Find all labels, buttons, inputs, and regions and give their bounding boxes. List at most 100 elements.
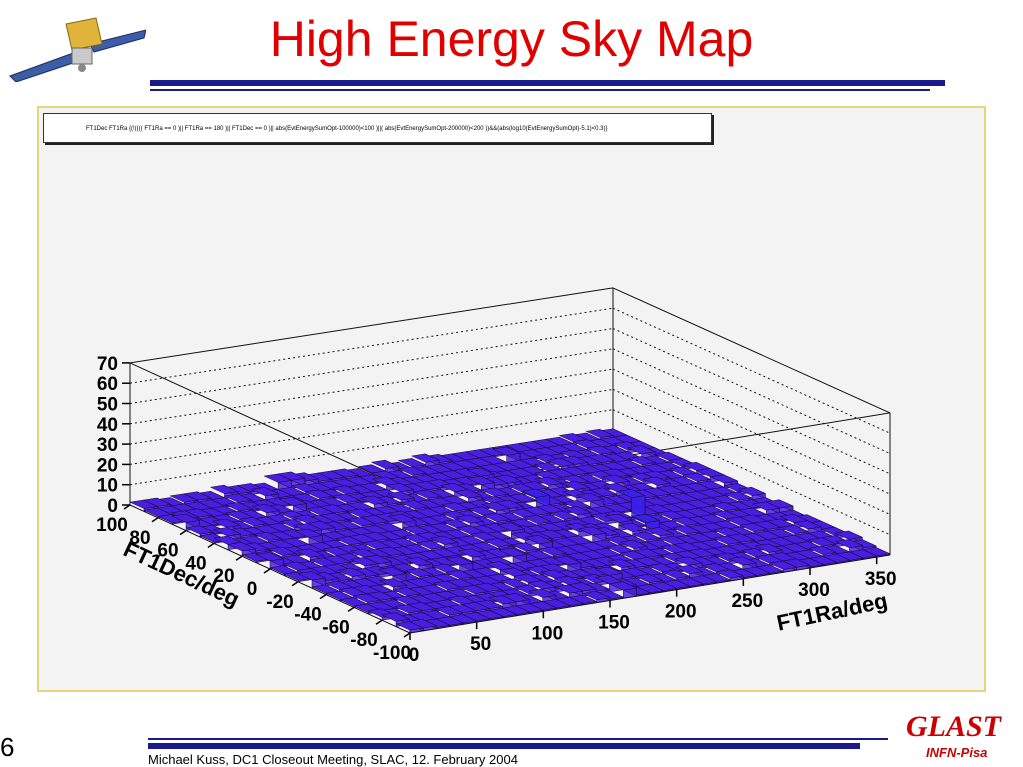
bar-top xyxy=(626,445,656,455)
y-tick-label: 80 xyxy=(129,528,150,549)
bar-top xyxy=(466,476,496,485)
bar-top xyxy=(808,545,837,555)
z-tick-label: 60 xyxy=(97,374,118,395)
gridline xyxy=(612,368,891,495)
bar-top xyxy=(562,506,592,516)
bar-top xyxy=(429,535,459,545)
plot-gridlines xyxy=(129,307,891,536)
bar-top xyxy=(642,476,672,486)
bar-top xyxy=(378,578,408,588)
bar-top xyxy=(400,500,430,510)
bar-top xyxy=(671,525,701,535)
bar-top xyxy=(455,514,485,524)
y-tick-label: -100 xyxy=(373,643,411,664)
bar-top xyxy=(627,456,657,465)
bar-top xyxy=(631,513,661,523)
bar-top xyxy=(498,547,528,557)
bar-top xyxy=(561,480,591,490)
bar-top xyxy=(711,502,740,511)
title-rule-thin xyxy=(150,89,930,91)
gridline xyxy=(129,368,614,445)
bar-top xyxy=(238,516,268,526)
bar-top xyxy=(370,459,400,469)
plot-bars xyxy=(129,428,891,634)
footer-rule-thick xyxy=(148,743,860,749)
bar-top xyxy=(349,557,380,567)
bar-top xyxy=(404,567,434,578)
bar-top xyxy=(723,491,753,501)
gridline xyxy=(129,307,614,384)
y-tick-mark xyxy=(179,529,187,536)
gridline xyxy=(612,307,891,434)
page-number: 6 xyxy=(0,732,15,762)
title-rule-thick xyxy=(150,80,945,86)
glast-logo: GLAST xyxy=(906,710,1002,743)
bar-top xyxy=(634,573,664,583)
y-tick-label: 20 xyxy=(213,566,234,587)
gridline xyxy=(129,409,614,486)
y-tick-label: -20 xyxy=(266,592,293,613)
bar-top xyxy=(645,527,675,537)
bar-top xyxy=(713,535,743,545)
bar-top xyxy=(410,453,440,463)
bar-top xyxy=(585,428,615,438)
bar-top xyxy=(337,567,367,577)
y-tick-mark xyxy=(207,542,215,549)
y-tick-mark xyxy=(235,555,243,561)
bar-top xyxy=(377,566,408,577)
bar-top xyxy=(212,527,242,537)
bar-top xyxy=(267,546,297,556)
bar-top xyxy=(457,548,487,558)
bar-top xyxy=(619,539,649,549)
x-tick-label: 250 xyxy=(731,591,763,612)
satellite-logo xyxy=(6,4,146,82)
bar-top xyxy=(387,513,417,523)
bar-top xyxy=(487,595,517,605)
bar-top xyxy=(295,548,325,558)
bar-top xyxy=(185,525,215,535)
bar-top xyxy=(754,543,784,553)
bar-top xyxy=(331,485,361,495)
y-tick-label: 60 xyxy=(157,541,178,562)
y-tick-mark xyxy=(403,632,411,638)
bar-top xyxy=(397,466,428,476)
bar-top xyxy=(416,540,446,550)
infn-pisa-logo: INFN-Pisa xyxy=(926,745,988,760)
bar-top xyxy=(397,458,427,468)
bar-top xyxy=(674,556,704,566)
bar-top xyxy=(521,488,551,498)
bar-top xyxy=(779,524,809,534)
bar-top xyxy=(538,546,568,556)
bar-top xyxy=(616,489,646,498)
bar-top xyxy=(552,556,582,566)
bar-top xyxy=(575,492,605,502)
bar-top xyxy=(251,503,281,513)
bar-top xyxy=(834,530,864,540)
bar-top xyxy=(554,584,584,594)
bar-top xyxy=(412,489,442,499)
bar-top xyxy=(385,483,415,492)
bar-top xyxy=(715,569,745,579)
bar-top xyxy=(393,604,423,614)
y-tick-mark xyxy=(151,517,159,523)
bar-top xyxy=(527,588,557,598)
gridline xyxy=(129,348,614,425)
y-tick-label: 0 xyxy=(247,579,258,600)
bar-top xyxy=(491,446,521,456)
x-tick-label: 0 xyxy=(409,645,420,666)
bar-top xyxy=(445,570,475,580)
y-tick-mark xyxy=(375,619,383,625)
bar-top xyxy=(209,484,239,494)
bar-top xyxy=(171,513,201,523)
x-tick-label: 150 xyxy=(598,613,630,634)
bar-top xyxy=(524,535,554,545)
bar-top xyxy=(709,474,739,484)
cut-expression-box: FT1Dec FT1Ra {(!(((( FT1Ra == 0 )|| FT1R… xyxy=(43,113,712,143)
bar-top xyxy=(594,566,624,576)
bar-top xyxy=(211,518,242,528)
y-tick-mark xyxy=(319,593,327,600)
bar-top xyxy=(560,474,590,484)
gridline xyxy=(129,328,614,404)
slide-title: High Energy Sky Map xyxy=(269,11,754,67)
z-tick-label: 0 xyxy=(107,496,118,517)
